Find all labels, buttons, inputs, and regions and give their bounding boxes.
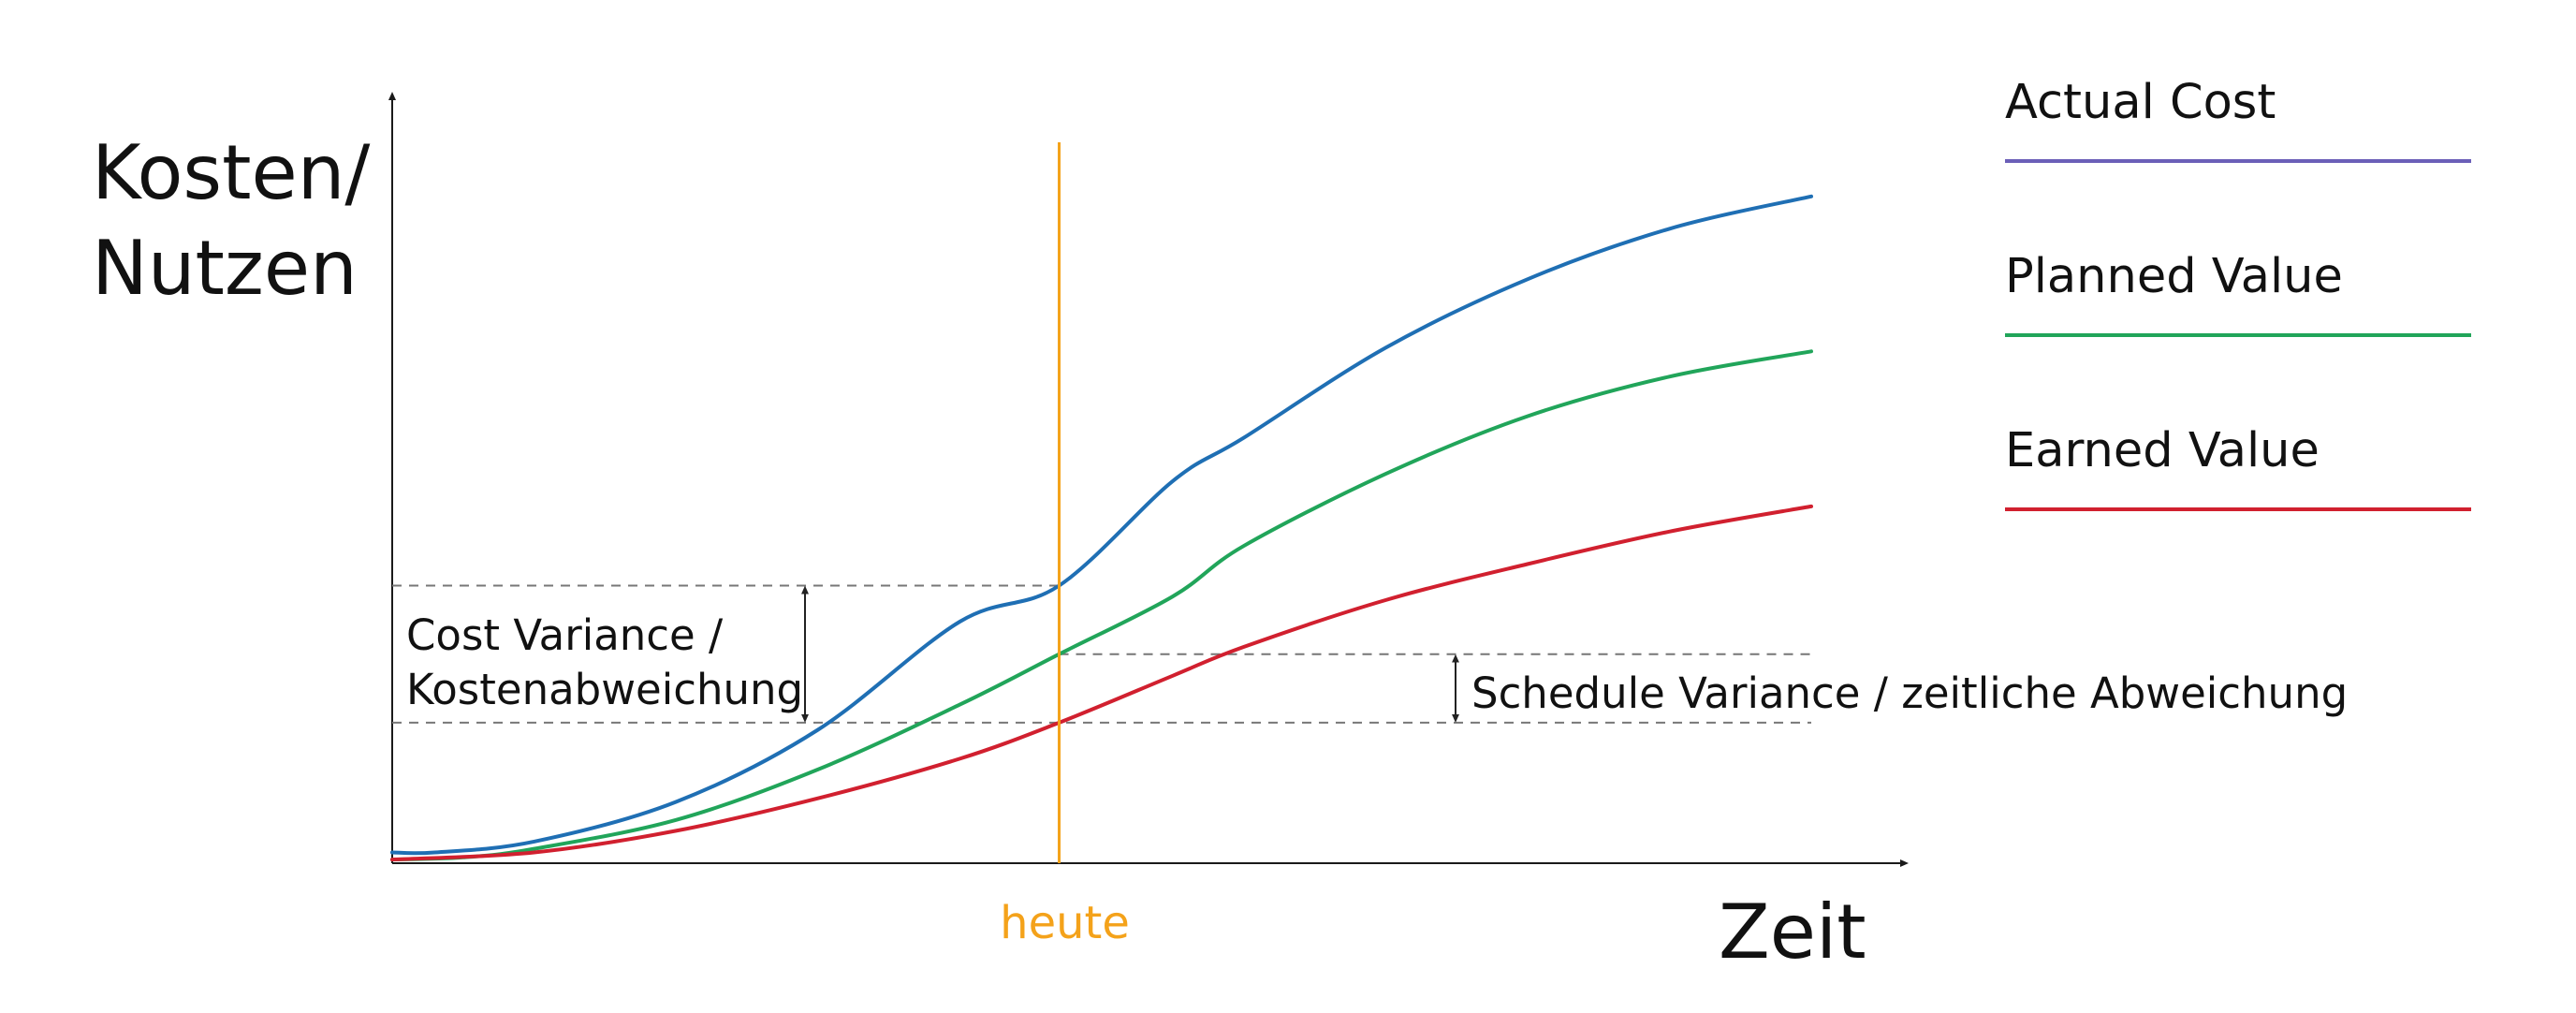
x-axis-label: Zeit	[1719, 888, 1866, 976]
cost-variance-label-line-2: Kostenabweichung	[406, 665, 803, 714]
series-layer	[390, 194, 1813, 862]
variance-lines	[392, 584, 1811, 724]
y-axis-label-line-2: Nutzen	[92, 225, 358, 312]
today-label: heute	[1000, 897, 1130, 949]
legend: Actual Cost Planned Value Earned Value	[2005, 75, 2471, 511]
cost-variance-label-line-1: Cost Variance /	[406, 610, 724, 660]
series-line-actual-cost	[390, 194, 1813, 856]
series-line-earned-value	[390, 504, 1813, 862]
series-line-planned-value	[390, 349, 1813, 862]
legend-label-planned-value: Planned Value	[2005, 249, 2343, 304]
schedule-variance-label: Schedule Variance / zeitliche Abweichung	[1471, 668, 2348, 718]
legend-label-earned-value: Earned Value	[2005, 423, 2320, 478]
legend-label-actual-cost: Actual Cost	[2005, 75, 2276, 130]
y-axis-label-line-1: Kosten/	[92, 129, 370, 216]
